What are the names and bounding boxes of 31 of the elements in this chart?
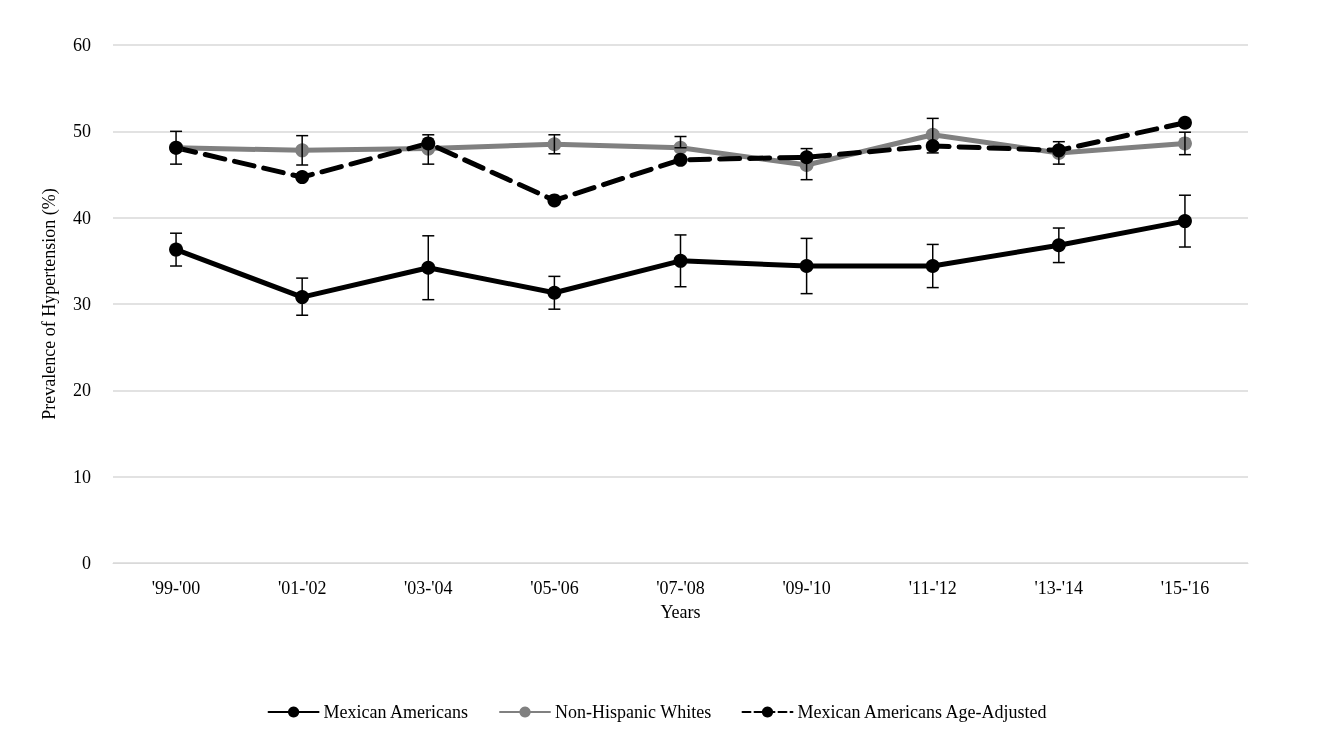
x-tick-label: '03-'04 — [404, 578, 453, 598]
y-tick-label: 10 — [73, 466, 91, 487]
y-tick-label: 20 — [73, 380, 91, 401]
point — [295, 170, 310, 185]
x-tick-label: '15-'16 — [1160, 578, 1210, 598]
y-tick-label: 40 — [73, 207, 91, 228]
point — [799, 150, 814, 165]
point — [547, 193, 562, 208]
y-axis-title: Prevalence of Hypertension (%) — [39, 188, 60, 420]
point — [925, 139, 940, 154]
x-tick-label: '99-'00 — [151, 578, 201, 598]
point — [1177, 115, 1192, 130]
x-tick-label: '13-'14 — [1034, 578, 1084, 598]
x-tick-label: '11-'12 — [908, 578, 957, 598]
point — [925, 259, 940, 274]
legend-label: Mexican Americans Age-Adjusted — [797, 702, 1047, 722]
legend-label: Mexican Americans — [323, 702, 469, 722]
x-axis-title: Years — [660, 602, 701, 622]
x-tick-label: '07-'08 — [656, 578, 705, 598]
point — [673, 152, 688, 167]
y-tick-label: 0 — [82, 553, 91, 573]
x-tick-label: '05-'06 — [530, 578, 579, 598]
legend-label: Non-Hispanic Whites — [555, 702, 712, 722]
x-tick-label: '09-'10 — [782, 578, 831, 598]
point — [421, 260, 436, 275]
x-tick-label: '01-'02 — [277, 578, 327, 598]
point — [547, 285, 562, 300]
point — [799, 259, 814, 274]
y-tick-label: 50 — [73, 121, 91, 142]
y-tick-label: 30 — [73, 294, 91, 314]
y-tick-label: 60 — [73, 35, 91, 55]
